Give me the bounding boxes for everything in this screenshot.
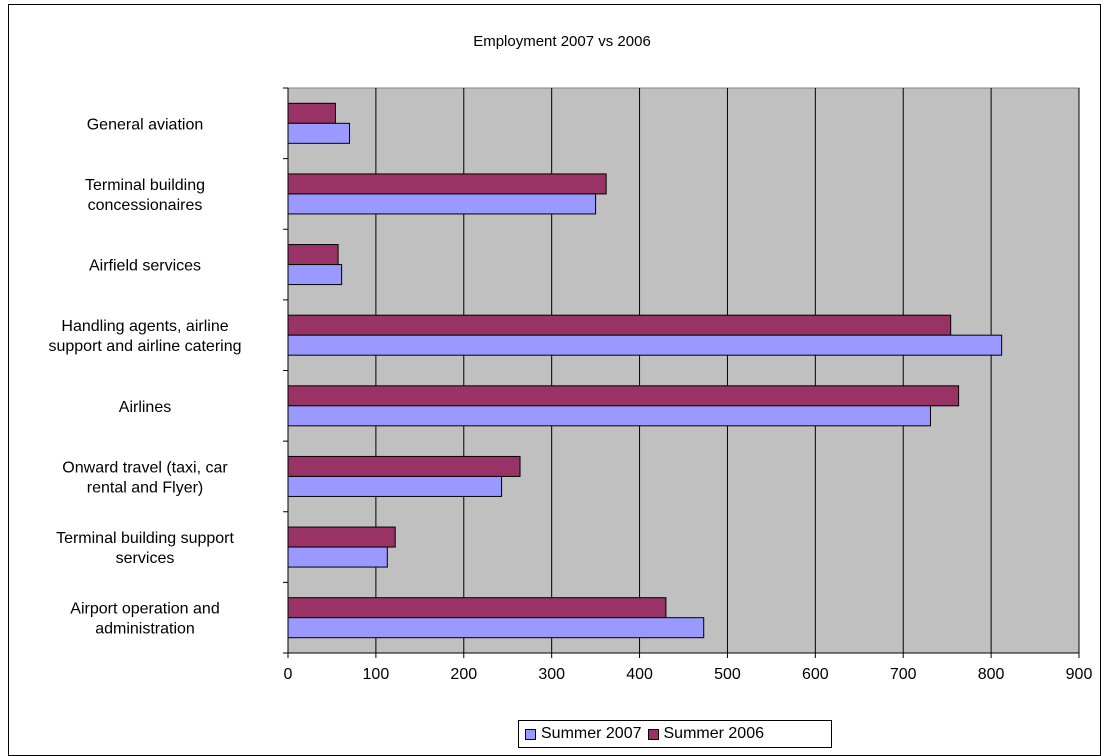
x-tick-label: 200	[450, 666, 477, 683]
category-labels: General aviation Terminal building concess…	[48, 116, 241, 637]
x-tick-label: 400	[626, 666, 653, 683]
bar-summer-2007	[287, 334, 1003, 356]
x-tick-label: 300	[538, 666, 565, 683]
x-tick-label: 800	[978, 666, 1005, 683]
bar-summer-2007	[287, 122, 351, 144]
x-tick-label: 700	[890, 666, 917, 683]
category-label: Onward travel (taxi, car rental and Flyer…	[62, 459, 228, 496]
category-label: General aviation	[87, 116, 204, 133]
bar-summer-2006	[287, 173, 607, 195]
x-tick-label: 0	[284, 666, 293, 683]
bar-summer-2006	[287, 244, 339, 266]
x-tick-label: 100	[363, 666, 390, 683]
legend-swatch	[525, 728, 536, 740]
bar-summer-2006	[287, 526, 396, 548]
bar-summer-2006	[287, 597, 667, 619]
bar-summer-2007	[287, 264, 343, 286]
x-tick-labels: 0 100 200 300 400 500 600 700 800 900	[284, 666, 1093, 683]
category-label: Airlines	[119, 399, 171, 416]
x-tick-label: 500	[714, 666, 741, 683]
category-label: Airport operation and administration	[70, 601, 219, 638]
bar-summer-2006	[287, 314, 952, 336]
legend-label: Summer 2007	[541, 725, 642, 742]
axes	[283, 87, 1080, 658]
legend: Summer 2007 Summer 2006	[518, 720, 832, 748]
bar-summer-2007	[287, 617, 705, 639]
bar-summer-2007	[287, 193, 597, 215]
chart-title: Employment 2007 vs 2006	[473, 33, 651, 50]
legend-item-summer-2006: Summer 2006	[647, 725, 765, 743]
x-tick-label: 900	[1066, 666, 1093, 683]
category-label: Terminal building support services	[56, 530, 234, 567]
bar-summer-2006	[287, 455, 521, 477]
legend-label: Summer 2006	[663, 725, 765, 742]
legend-item-summer-2007: Summer 2007	[525, 725, 642, 743]
x-tick-label: 600	[802, 666, 829, 683]
category-label: Airfield services	[89, 258, 201, 275]
category-label: Handling agents, airline support and airl…	[48, 318, 241, 355]
bar-summer-2007	[287, 546, 388, 568]
bar-summer-2006	[287, 385, 960, 407]
bar-summer-2007	[287, 405, 931, 427]
bar-summer-2007	[287, 475, 503, 497]
bar-summer-2006	[287, 102, 336, 124]
plot-area	[287, 87, 1080, 654]
bars	[287, 102, 1003, 639]
legend-swatch	[647, 728, 659, 740]
category-label: Terminal building concessionaires	[85, 177, 205, 214]
